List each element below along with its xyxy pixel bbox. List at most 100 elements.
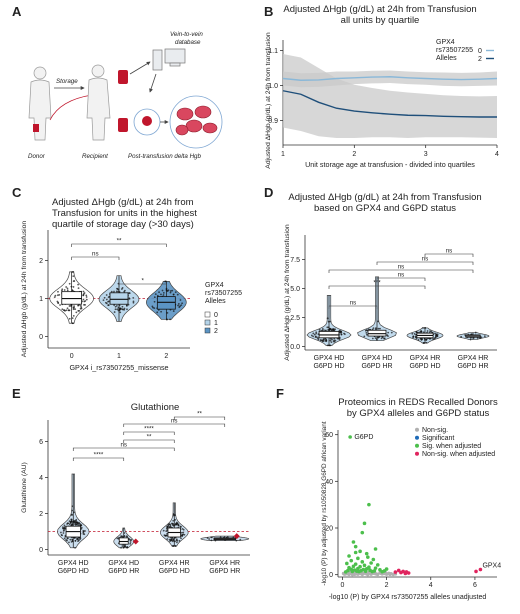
legend-entry-label: 2 [478,56,482,63]
d-sig-bracket [328,305,378,309]
panel-f-letter: F [276,386,284,401]
e-data-point [182,531,185,534]
e-data-point [165,527,168,530]
d-data-point [434,337,437,339]
e-data-point [129,542,132,545]
d-data-point [365,333,368,336]
e-data-point [69,538,72,541]
d-data-point [387,331,390,334]
legend-swatch [415,427,419,432]
e-x-tick-label: GPX4 HR [209,560,240,567]
e-data-point [239,538,242,541]
e-data-point [180,531,183,534]
c-data-point [56,300,59,303]
c-data-point [172,293,175,296]
e-data-point [177,524,180,526]
c-data-point [179,305,181,307]
f-point-sig-adjusted [370,569,375,574]
e-y-tick-label: 2 [39,511,43,518]
f-point-nonsig [388,572,392,577]
x-axis-label: GPX4 i_rs73507255_missense [69,363,168,372]
d-y-tick-label: 0.0 [290,344,300,351]
e-x-tick-label: G6PD HR [108,568,139,575]
c-data-point [107,304,110,306]
f-x-tick-label: 4 [429,582,433,589]
e-sig-bracket [72,457,125,461]
c-data-point [115,304,118,307]
d-sig-bracket [328,285,426,289]
d-data-point [313,333,316,336]
c-data-point [166,312,169,314]
d-data-point [315,331,318,334]
e-x-tick-label: G6PD HD [159,568,190,575]
c-data-point [68,309,70,312]
d-sig-bracket [376,261,474,265]
y-axis-label: Adjusted ΔHgb (g/dL) at 24h from transfu… [21,221,28,358]
f-point-sig-adjusted [373,566,378,570]
b-x-tick-label: 2 [352,151,356,158]
c-data-point [128,297,131,300]
d-y-tick-label: 5.0 [290,286,300,293]
c-data-point [169,291,172,294]
d-data-point [330,341,333,344]
f-point-sig-adjusted [351,564,356,569]
b-x-tick-label: 3 [424,151,428,158]
d-data-point [377,336,380,339]
d-x-tick-label: G6PD HR [361,363,392,370]
f-y-tick-label: 20 [325,526,333,533]
d-data-point [343,332,345,335]
chart-title: Adjusted ΔHgb (g/dL) at 24h from Transfu… [288,192,481,203]
db-arrow-icon [129,61,151,75]
e-data-point [71,509,74,512]
d-data-point [383,337,385,340]
c-data-point [60,289,63,292]
d-data-point [320,339,323,342]
f-annotation: G6PD [354,434,373,441]
legend-entry-label: 1 [214,320,218,327]
e-data-point [84,530,86,532]
e-data-point [175,539,178,542]
d-data-point [413,333,416,335]
e-data-point [214,539,217,542]
e-y-tick-label: 6 [39,439,43,446]
c-sig-label: * [141,278,144,285]
d-data-point [326,344,329,347]
e-data-point [71,523,73,526]
b-x-tick-label: 1 [281,151,285,158]
f-point-sig-adjusted [362,521,367,526]
d-sig-label: ns [350,300,357,307]
c-data-point [103,296,106,299]
c-data-point [110,290,113,293]
c-data-point [121,308,124,311]
d-data-point [340,333,343,336]
e-data-point [174,523,177,525]
d-data-point [321,327,324,330]
c-sig-bracket [71,243,167,247]
f-point-sig-adjusted [358,549,362,554]
e-data-point [126,535,128,538]
f-point-sig-adjusted [364,551,369,556]
e-data-point [166,538,169,540]
c-data-point [162,294,165,296]
e-data-point [75,519,77,522]
e-data-point [74,546,76,549]
donor-blood-bag-icon [33,124,39,132]
f-point-nonsig [355,572,359,576]
e-data-point [78,521,80,524]
e-data-point [66,537,69,540]
c-data-point [177,304,179,307]
c-data-point [57,290,59,293]
y-axis-label: Adjusted ΔHgb (g/dL) at 24h from transfu… [284,224,291,361]
f-point-sig-adjusted [371,557,376,562]
c-data-point [65,286,68,288]
e-sig-label: ns [120,442,127,449]
c-data-point [169,290,172,292]
c-data-point [156,311,159,314]
f-point-sig-adjusted [373,547,378,551]
f-x-tick-label: 2 [385,582,389,589]
d-x-tick-label: G6PD HR [457,363,488,370]
c-sig-label: ns [92,251,99,258]
d-data-point [417,338,420,341]
d-data-point [367,328,370,331]
